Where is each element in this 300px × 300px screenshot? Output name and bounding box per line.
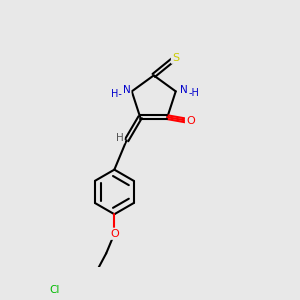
Text: H: H	[116, 133, 124, 142]
Text: N: N	[180, 85, 188, 95]
Text: -H: -H	[189, 88, 200, 98]
Text: H-: H-	[111, 89, 122, 99]
Text: S: S	[172, 53, 179, 63]
Text: O: O	[110, 229, 119, 239]
Text: O: O	[186, 116, 195, 126]
Text: N: N	[123, 85, 130, 95]
Text: Cl: Cl	[49, 285, 59, 295]
